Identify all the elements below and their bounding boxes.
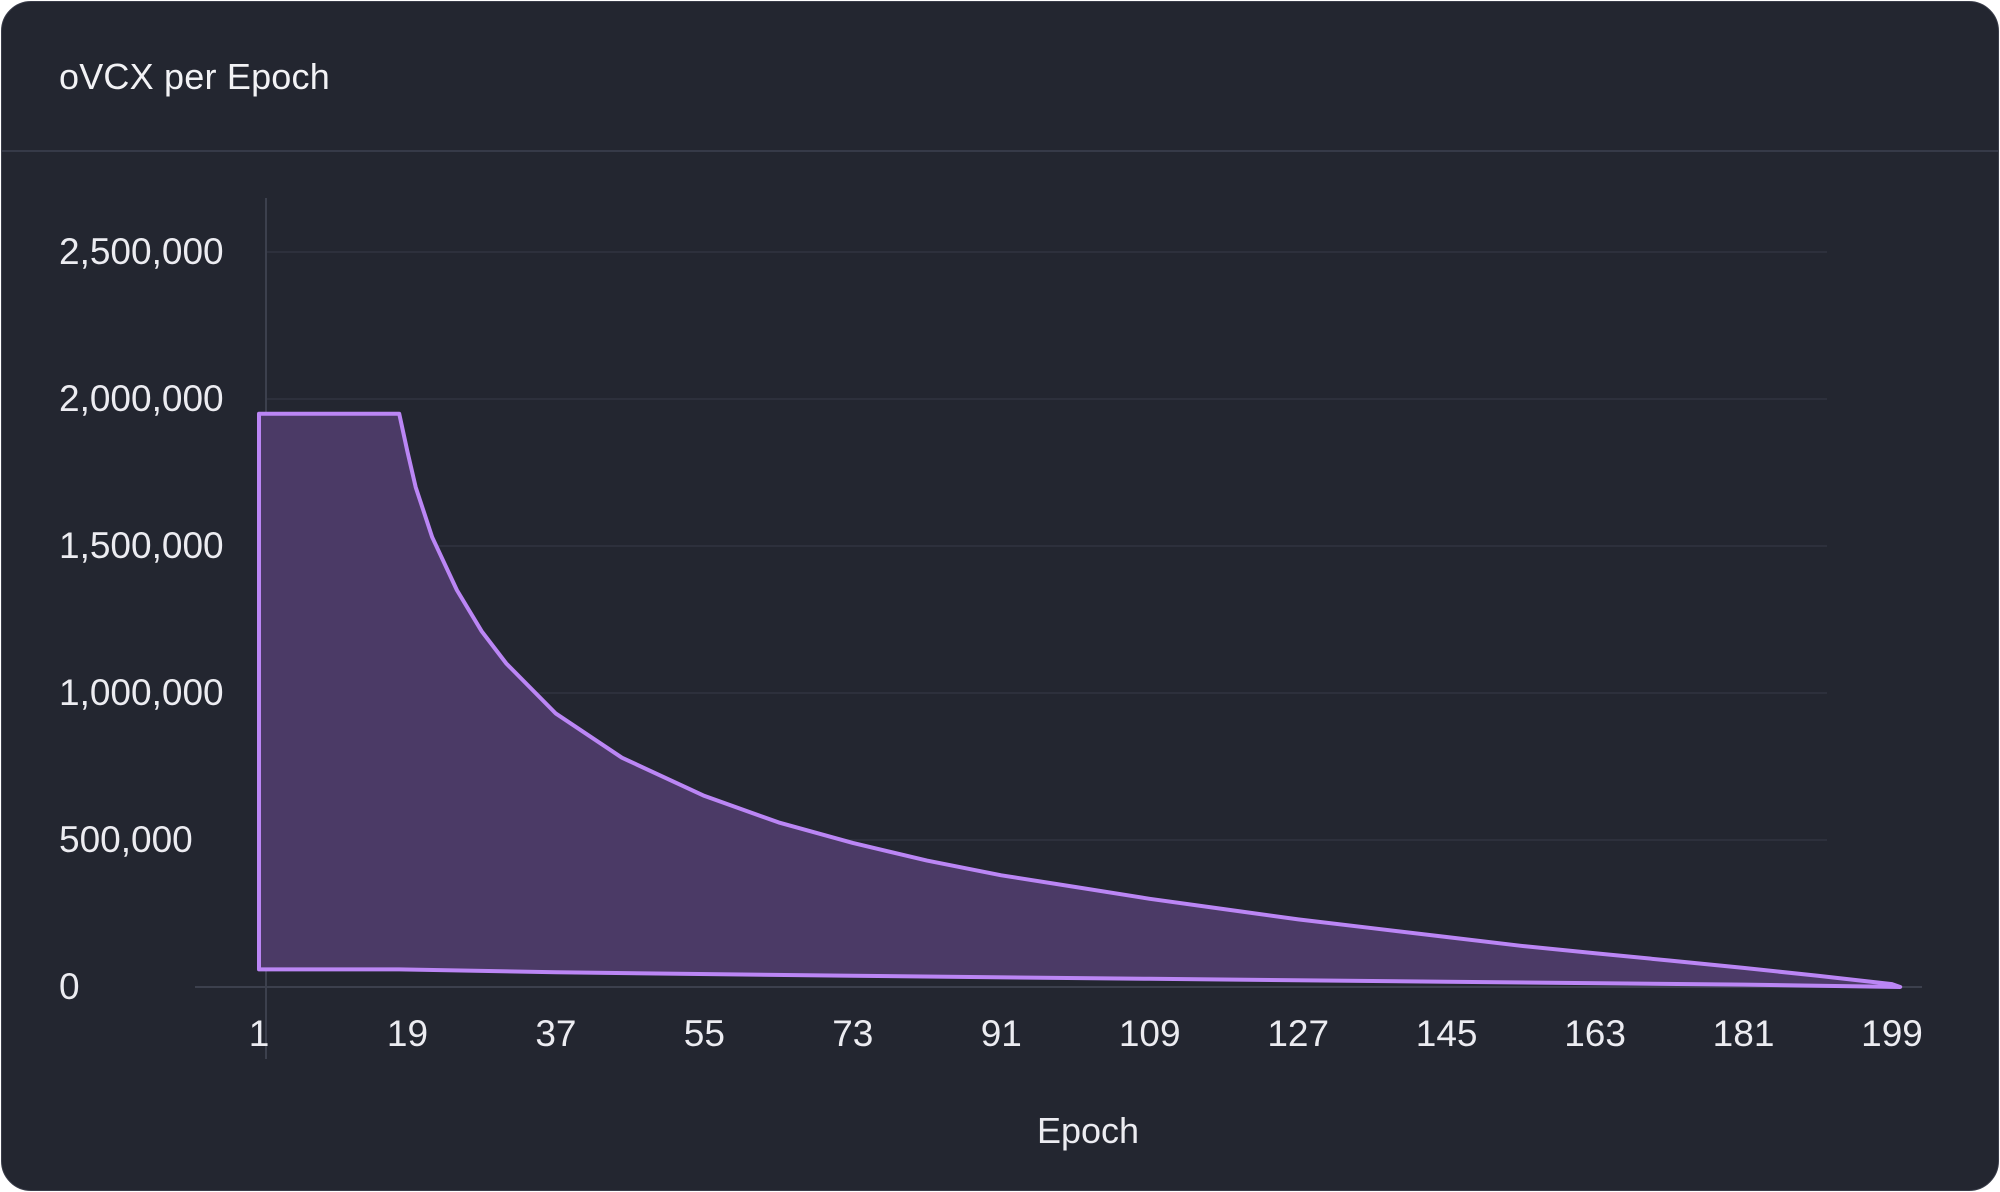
y-tick-label: 2,500,000 — [59, 231, 224, 272]
y-tick-label: 2,000,000 — [59, 378, 224, 419]
x-tick-label: 19 — [387, 1013, 428, 1054]
x-axis-title: Epoch — [1037, 1110, 1139, 1151]
card-header: oVCX per Epoch — [2, 2, 1998, 152]
x-tick-label: 55 — [684, 1013, 725, 1054]
y-tick-label: 500,000 — [59, 819, 193, 860]
x-tick-label: 163 — [1564, 1013, 1626, 1054]
y-tick-label: 1,000,000 — [59, 672, 224, 713]
x-tick-label: 37 — [535, 1013, 576, 1054]
x-tick-label: 1 — [249, 1013, 270, 1054]
chart-title: oVCX per Epoch — [59, 56, 330, 97]
x-tick-label: 73 — [832, 1013, 873, 1054]
x-tick-label: 109 — [1119, 1013, 1181, 1054]
x-tick-labels: 1 19 37 55 73 91 109 127 145 163 181 199 — [249, 1013, 1923, 1054]
x-tick-label: 181 — [1713, 1013, 1775, 1054]
y-tick-labels: 0 500,000 1,000,000 1,500,000 2,000,000 2,500… — [59, 231, 224, 1007]
x-tick-label: 127 — [1267, 1013, 1329, 1054]
y-tick-label: 1,500,000 — [59, 525, 224, 566]
x-tick-label: 91 — [981, 1013, 1022, 1054]
series-area — [257, 411, 1903, 989]
y-tick-label: 0 — [59, 966, 80, 1007]
x-tick-label: 145 — [1416, 1013, 1478, 1054]
x-tick-label: 199 — [1861, 1013, 1923, 1054]
